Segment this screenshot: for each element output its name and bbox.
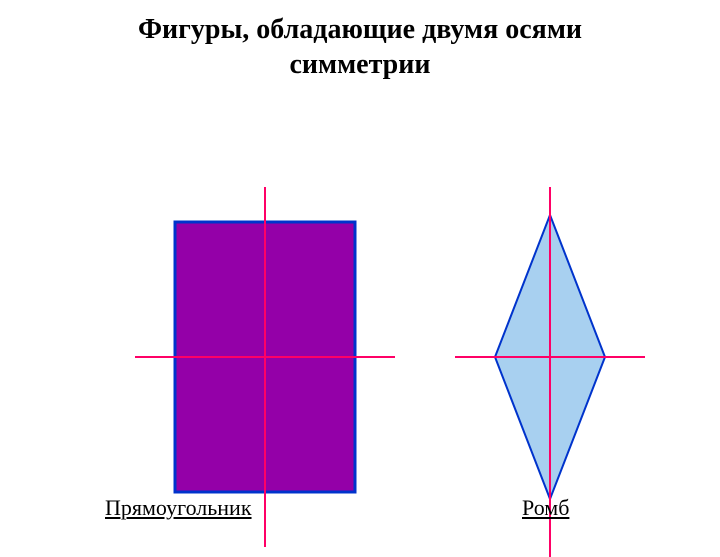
- page-title: Фигуры, обладающие двумя осями симметрии: [0, 0, 720, 82]
- title-line-2: симметрии: [0, 47, 720, 82]
- rectangle-figure: [120, 187, 400, 547]
- rectangle-caption: Прямоугольник: [105, 495, 252, 521]
- figures-area: [0, 92, 720, 492]
- rectangle-svg: [120, 187, 400, 547]
- title-line-1: Фигуры, обладающие двумя осями: [0, 12, 720, 47]
- rhombus-caption: Ромб: [522, 495, 569, 521]
